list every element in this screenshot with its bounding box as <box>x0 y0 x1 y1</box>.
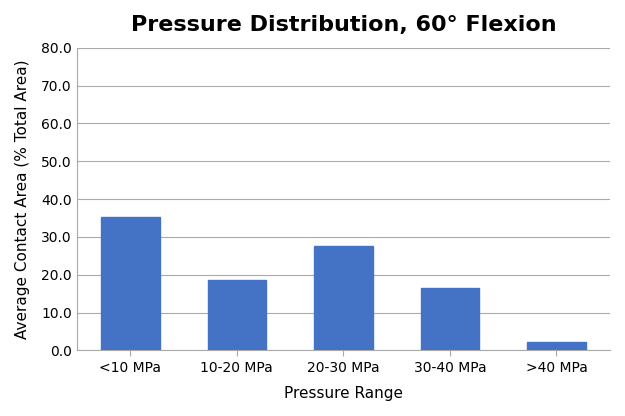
X-axis label: Pressure Range: Pressure Range <box>284 386 403 401</box>
Title: Pressure Distribution, 60° Flexion: Pressure Distribution, 60° Flexion <box>131 15 556 35</box>
Bar <box>101 217 159 350</box>
Bar <box>314 246 372 350</box>
Bar <box>208 280 266 350</box>
Bar <box>527 342 586 350</box>
Bar <box>421 288 479 350</box>
Y-axis label: Average Contact Area (% Total Area): Average Contact Area (% Total Area) <box>15 59 30 339</box>
